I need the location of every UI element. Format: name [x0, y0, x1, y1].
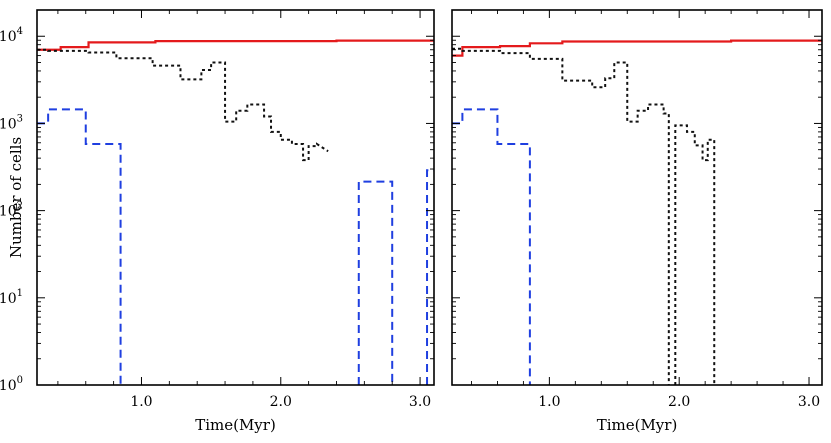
y-tick-base: 10: [0, 204, 17, 220]
series-group: [37, 39, 434, 385]
panel-left: 1.0 2.0 3.0100101102103104Time(Myr)Number …: [0, 9, 435, 434]
panel-right: 1.0 2.0 3.0 Time(Myr): [451, 9, 823, 434]
x-tick-label: 3.0: [798, 394, 820, 410]
x-tick-label: 1.0: [130, 394, 152, 410]
series-red-line-0: [452, 39, 822, 57]
x-tick-label: 2.0: [668, 394, 690, 410]
y-axis-label: Number of cells: [7, 137, 25, 258]
y-tick-exponent: 2: [17, 201, 23, 212]
y-tick-exponent: 3: [17, 113, 23, 124]
y-tick-label: 104: [0, 26, 23, 45]
x-tick-label: 2.0: [270, 394, 292, 410]
y-tick-base: 10: [0, 378, 17, 394]
y-tick-label: 102: [0, 201, 23, 220]
y-tick-exponent: 1: [17, 288, 23, 299]
y-tick-base: 10: [0, 291, 17, 307]
series-black-line-1: [452, 47, 670, 385]
series-blue-line-4: [426, 169, 434, 385]
series-red-line-0: [37, 39, 434, 51]
series-group: [452, 39, 822, 385]
y-tick-exponent: 0: [17, 375, 23, 386]
plot-frame: [451, 9, 823, 386]
x-axis-label: Time(Myr): [597, 416, 678, 434]
series-black-line-1: [37, 48, 329, 162]
series-black-line-2: [674, 124, 716, 385]
y-tick-exponent: 4: [17, 26, 23, 37]
x-tick-label: 1.0: [538, 394, 560, 410]
y-tick-label: 103: [0, 113, 23, 132]
series-blue-line-3: [357, 180, 394, 385]
y-tick-label: 101: [0, 288, 23, 307]
x-tick-label: 3.0: [409, 394, 431, 410]
y-tick-base: 10: [0, 29, 17, 45]
series-blue-line-3: [452, 108, 531, 385]
x-axis-label: Time(Myr): [195, 416, 276, 434]
y-tick-base: 10: [0, 116, 17, 132]
plot-frame: [36, 9, 435, 386]
y-tick-label: 100: [0, 375, 23, 394]
series-blue-line-2: [37, 108, 122, 385]
